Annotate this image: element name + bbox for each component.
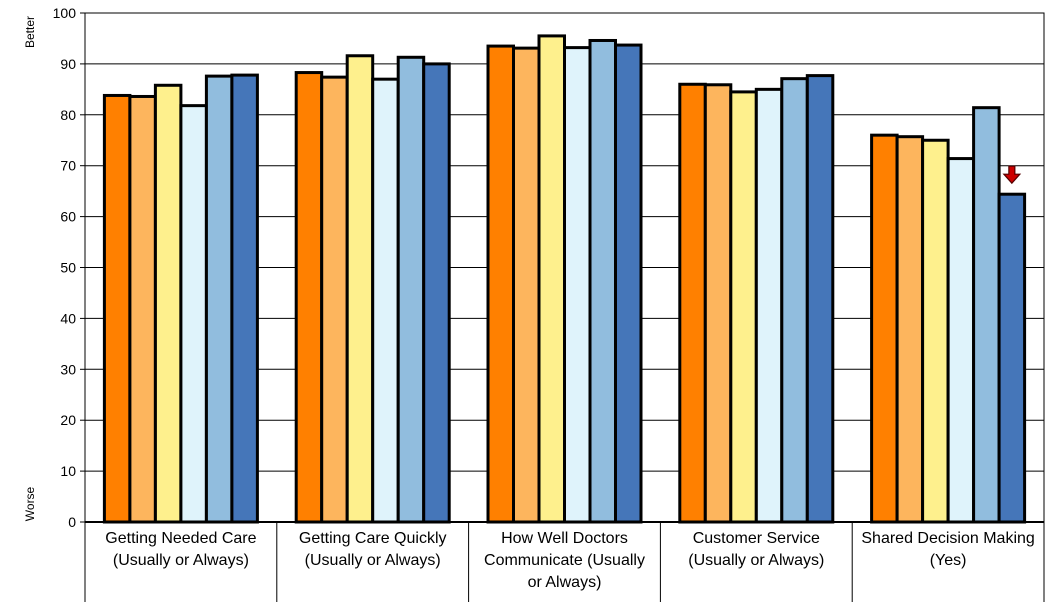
bar xyxy=(870,133,899,524)
bar xyxy=(294,71,324,524)
bar xyxy=(371,77,400,524)
y-tick-label: 0 xyxy=(68,514,76,530)
bar xyxy=(921,138,950,524)
bar xyxy=(678,82,707,524)
x-category-label: Getting Needed Care (Usually or Always) xyxy=(105,530,257,569)
y-tick-label: 20 xyxy=(60,412,76,428)
down-arrow-icon xyxy=(1002,165,1022,185)
bar xyxy=(703,83,733,524)
bar xyxy=(153,83,183,524)
bar xyxy=(537,34,566,524)
bar xyxy=(729,90,758,524)
bar xyxy=(588,38,617,524)
bar xyxy=(997,192,1027,524)
y-tick-label: 100 xyxy=(53,5,77,21)
bar xyxy=(486,44,515,524)
y-tick-label: 90 xyxy=(60,56,76,72)
bar xyxy=(422,62,451,524)
y-axis-ticks: 0 10 20 30 40 50 60 70 80 90 100 xyxy=(53,5,85,530)
bar xyxy=(179,104,208,524)
bar xyxy=(614,43,643,524)
bar xyxy=(230,73,259,524)
bars xyxy=(102,34,1027,524)
bar xyxy=(128,94,157,524)
x-category-label: Customer Service (Usually or Always) xyxy=(688,530,825,569)
bar xyxy=(563,46,592,524)
y-tick-label: 30 xyxy=(60,361,76,377)
axes xyxy=(84,12,1045,602)
bar xyxy=(204,74,234,524)
y-axis-top-label: Better xyxy=(23,16,37,48)
bar xyxy=(780,77,809,524)
y-tick-label: 10 xyxy=(60,463,76,479)
y-tick-label: 70 xyxy=(60,158,76,174)
bar xyxy=(396,55,426,524)
bar xyxy=(754,87,784,524)
y-tick-label: 40 xyxy=(60,310,76,326)
x-category-label: Shared Decision Making (Yes) xyxy=(861,530,1035,569)
bar xyxy=(512,46,541,524)
bar xyxy=(805,74,835,524)
x-category-label: Getting Care Quickly (Usually or Always) xyxy=(298,530,447,569)
y-tick-label: 80 xyxy=(60,107,76,123)
y-axis-bottom-label: Worse xyxy=(23,486,37,521)
bar xyxy=(102,93,132,524)
y-tick-label: 60 xyxy=(60,209,76,225)
bar xyxy=(946,157,976,524)
bar xyxy=(972,106,1001,524)
x-category-label: How Well Doctors Communicate (Usually or… xyxy=(484,530,645,591)
bar xyxy=(895,135,925,524)
y-tick-label: 50 xyxy=(60,260,76,276)
bar xyxy=(345,54,375,524)
bar xyxy=(320,75,349,524)
